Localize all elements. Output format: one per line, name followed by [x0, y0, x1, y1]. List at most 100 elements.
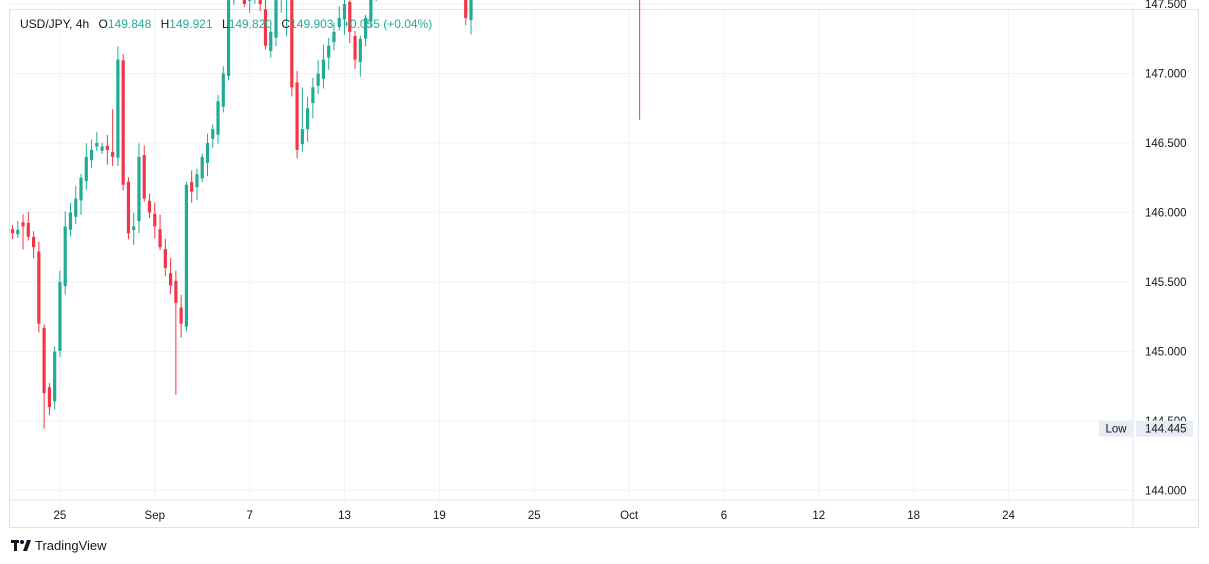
candle-body-45	[248, 0, 252, 1]
candle-body-41	[226, 0, 231, 77]
candle-body-50	[274, 0, 278, 38]
candle-body-29	[163, 249, 167, 269]
candle-body-47	[258, 0, 262, 4]
x-tick-label-3: 13	[338, 510, 351, 522]
candle-body-39	[216, 101, 220, 135]
x-tick-label-5: 25	[528, 510, 541, 522]
candle-body-60	[327, 45, 331, 58]
low-value-box	[1136, 420, 1193, 437]
legend-open-value: 149.848	[107, 17, 152, 31]
y-tick-label-7: 147.500	[1145, 0, 1187, 11]
x-tick-label-10: 24	[1002, 510, 1015, 522]
candle-body-28	[158, 229, 162, 248]
candle-body-18	[105, 145, 109, 150]
chart-frame	[9, 9, 1199, 528]
x-tick-label-1: Sep	[145, 510, 165, 522]
candle-body-34	[190, 182, 194, 192]
legend-low-label: L	[222, 17, 229, 31]
candle-body-20	[116, 59, 120, 158]
candle-body-36	[200, 156, 204, 179]
candle-body-2	[21, 222, 25, 227]
tradingview-logo[interactable]: TradingView	[11, 538, 107, 553]
candle-body-19	[111, 152, 115, 157]
candle-body-26	[147, 200, 152, 213]
tradingview-icon	[11, 539, 31, 551]
candle-body-33	[184, 184, 189, 327]
candle-body-87	[469, 0, 473, 21]
candle-body-37	[205, 143, 210, 163]
candle-body-11	[68, 212, 73, 230]
legend-change: +0.055 (+0.04%)	[342, 17, 433, 31]
y-tick-label-2: 145.000	[1145, 347, 1187, 359]
legend-high-label: H	[160, 17, 170, 31]
candle-body-68	[369, 0, 373, 22]
low-value-label: 144.445	[1145, 424, 1187, 436]
candle-body-4	[31, 236, 36, 248]
candle-body-54	[295, 82, 299, 150]
candle-body-1	[16, 229, 20, 235]
legend-close-label: C	[281, 17, 291, 31]
candle-body-27	[153, 213, 157, 227]
candle-body-65	[353, 35, 357, 60]
candle-body-49	[269, 31, 273, 52]
candle-body-58	[316, 73, 320, 86]
candle-body-7	[47, 387, 51, 408]
legend-open-label: O	[98, 17, 108, 31]
candle-body-66	[358, 38, 362, 62]
candle-body-32	[179, 307, 183, 324]
candle-body-15	[89, 149, 94, 161]
candle-body-44	[242, 0, 246, 4]
legend-symbol[interactable]: USD/JPY	[20, 17, 70, 31]
candle-body-25	[142, 155, 146, 199]
legend-interval[interactable]: 4h	[75, 17, 90, 31]
candle-body-62	[337, 17, 341, 28]
low-tag-box	[1099, 420, 1133, 437]
x-tick-label-6: Oct	[620, 510, 639, 522]
candle-body-12	[74, 198, 78, 217]
candle-body-23	[132, 226, 136, 231]
candle-body-6	[42, 327, 46, 394]
x-tick-label-4: 19	[433, 510, 446, 522]
candle-body-64	[348, 2, 352, 32]
candle-body-67	[363, 17, 368, 39]
candle-body-56	[306, 108, 310, 130]
x-tick-label-7: 6	[721, 510, 727, 522]
x-tick-label-9: 18	[907, 510, 920, 522]
candle-body-3	[26, 222, 30, 237]
candle-body-0	[10, 229, 15, 234]
x-tick-label-2: 7	[246, 510, 252, 522]
candle-body-57	[311, 87, 315, 104]
candle-body-13	[79, 177, 83, 201]
y-tick-label-0: 144.000	[1145, 486, 1187, 498]
legend-low-value: 149.820	[228, 17, 273, 31]
candle-body-59	[321, 59, 326, 79]
x-tick-label-8: 12	[812, 510, 825, 522]
candle-body-16	[95, 143, 99, 147]
candle-body-35	[195, 174, 199, 188]
candle-body-8	[53, 351, 57, 402]
candle-body-63	[342, 4, 347, 20]
candle-body-40	[221, 73, 225, 107]
candle-body-17	[100, 146, 104, 151]
y-tick-label-3: 145.500	[1145, 277, 1187, 289]
candle-body-21	[121, 60, 125, 185]
symbol-legend: USD/JPY, 4h O149.848 H149.921 L149.820 C…	[20, 17, 433, 31]
x-tick-label-0: 25	[54, 510, 67, 522]
y-tick-label-6: 147.000	[1145, 69, 1187, 81]
candle-body-22	[126, 181, 131, 234]
candle-body-53	[290, 0, 294, 88]
candle-body-86	[464, 0, 468, 18]
candle-body-14	[84, 156, 88, 182]
candle-body-9	[58, 282, 62, 351]
candle-body-38	[211, 129, 215, 139]
candle-body-61	[332, 31, 336, 43]
y-tick-label-5: 146.500	[1145, 138, 1187, 150]
candle-body-55	[300, 129, 304, 145]
legend-high-value: 149.921	[169, 17, 213, 31]
y-tick-label-4: 146.000	[1145, 208, 1187, 220]
brand-name: TradingView	[35, 538, 107, 553]
candle-body-31	[174, 280, 178, 303]
candle-body-48	[263, 9, 268, 46]
candle-body-30	[169, 273, 173, 286]
